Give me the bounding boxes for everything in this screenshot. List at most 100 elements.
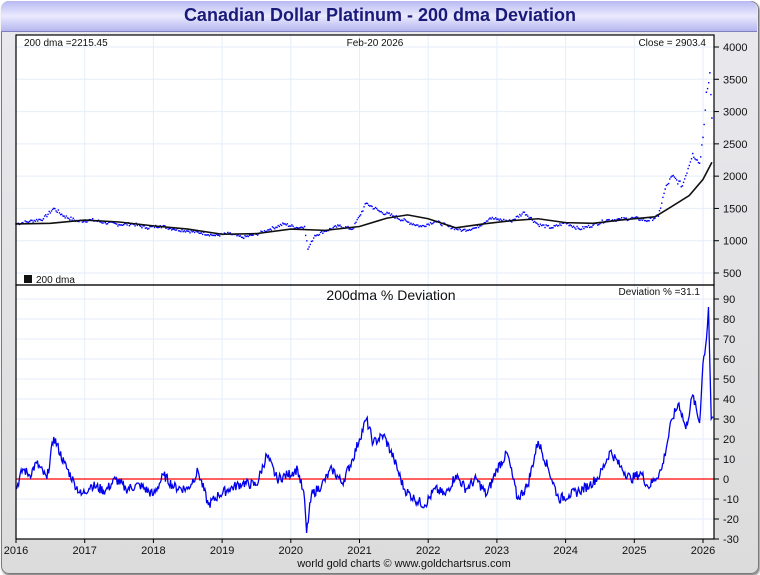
price-point [108,221,110,223]
price-point [523,211,526,214]
price-point [356,218,358,221]
price-point [372,208,374,210]
price-point [50,210,53,212]
price-point [688,164,690,167]
price-point [662,196,664,199]
price-point [587,224,590,227]
price-point [591,226,593,228]
price-point [25,220,28,223]
price-point [555,224,558,226]
price-point [363,206,365,208]
price-point [698,162,701,164]
price-point [117,225,119,227]
price-point [432,222,434,225]
price-point [303,225,306,228]
price-point [337,224,339,226]
price-point [637,216,639,219]
x-tick-label: 2026 [691,545,715,557]
price-point [647,219,649,222]
price-point [198,232,200,235]
price-point [229,232,231,234]
price-point [73,219,76,221]
price-point [296,227,299,229]
price-point [708,82,710,84]
price-point [172,228,174,230]
price-point [187,230,189,232]
price-point [142,225,144,227]
y-tick-label: 1000 [723,236,747,248]
price-point [237,234,239,236]
price-point [592,224,594,226]
price-point [412,223,415,225]
price-point [522,211,524,213]
price-point [279,223,282,226]
price-point [307,248,309,250]
footer-credit: world gold charts © www.goldchartsrus.co… [296,558,511,570]
price-point [120,224,123,226]
price-point [577,227,579,229]
price-point [703,123,705,126]
price-point [47,213,49,216]
price-point [558,224,560,227]
price-point [582,226,584,228]
price-point [537,223,539,226]
price-point [310,240,313,243]
price-point [691,152,694,155]
price-point [63,215,65,217]
price-point [124,223,126,225]
price-point [663,192,665,195]
price-point [464,228,466,231]
price-point [429,221,432,224]
price-point [316,234,318,236]
price-point [277,224,279,227]
price-point [585,226,587,228]
price-point [606,219,608,221]
price-point [100,221,102,223]
price-point [473,227,475,229]
price-point [406,221,409,223]
price-point [495,217,497,219]
price-point [201,233,204,236]
price-point [81,221,84,223]
price-point [517,216,520,218]
price-point [284,223,286,225]
price-point [389,214,392,216]
price-point [505,219,507,222]
price-point [292,225,294,227]
price-point [370,205,372,207]
price-point [545,224,547,226]
price-point [183,230,186,232]
price-point [263,230,266,232]
price-point [299,226,301,229]
price-point [380,210,382,213]
price-point [625,217,627,219]
price-point [101,222,103,224]
price-point [37,220,39,222]
price-point [489,217,491,219]
price-point [371,205,373,208]
price-point [689,161,692,163]
price-point [278,225,281,228]
y-tick-label: 1500 [723,203,747,215]
price-point [533,220,536,223]
price-point [711,117,713,119]
price-point [141,227,143,229]
price-point [499,218,502,220]
price-point [514,218,516,220]
price-point [175,229,177,231]
price-point [683,178,686,180]
price-point [205,234,207,236]
price-point [493,218,496,220]
price-point [82,221,85,223]
price-point [62,215,64,217]
price-point [145,227,148,229]
price-point [39,218,41,221]
price-point [144,227,147,229]
price-point [576,225,578,228]
y-tick-label: 3000 [723,107,747,119]
price-point [559,223,561,225]
price-point [196,230,198,233]
price-point [586,226,589,228]
price-point [61,213,63,215]
price-point [608,218,610,221]
